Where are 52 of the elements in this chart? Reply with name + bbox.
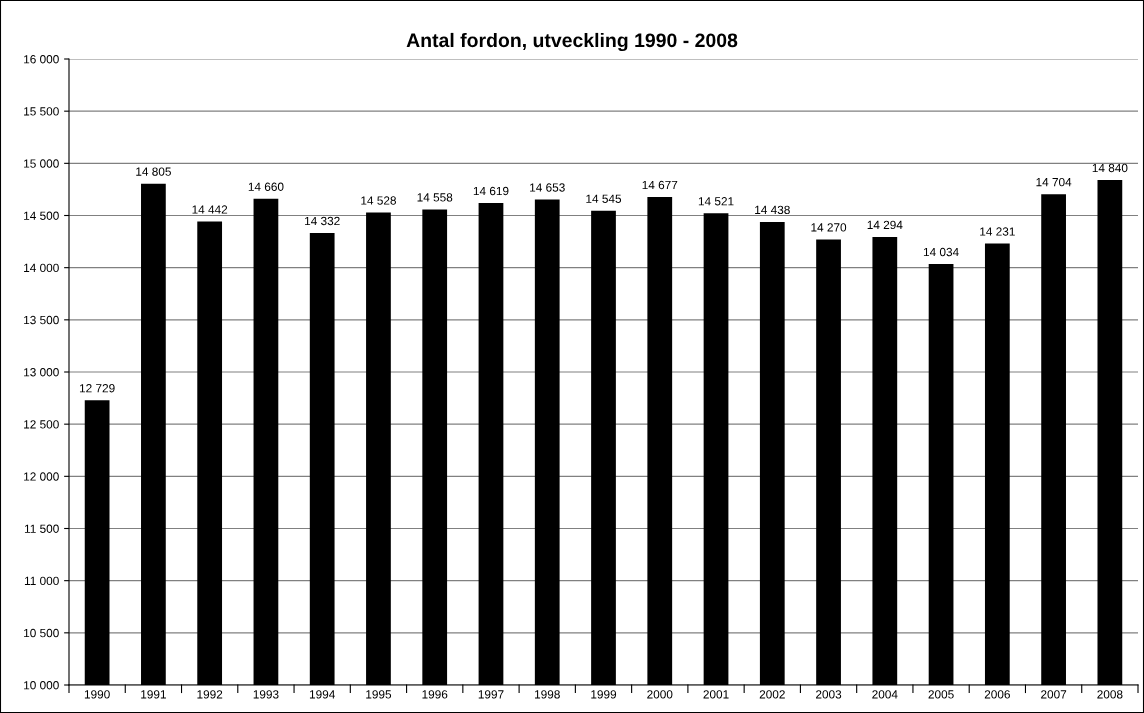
x-tick-label: 2002 <box>759 690 785 699</box>
data-label: 14 558 <box>417 193 453 202</box>
y-tick-label: 14 000 <box>24 263 59 273</box>
x-tick-label: 2004 <box>872 690 898 699</box>
y-tick-label: 11 000 <box>24 576 59 586</box>
data-label: 14 660 <box>248 182 284 191</box>
x-tick-label: 2001 <box>703 690 729 699</box>
data-label: 14 034 <box>923 247 959 257</box>
data-label: 14 332 <box>305 216 340 226</box>
data-label: 14 521 <box>698 197 734 206</box>
data-label: 14 619 <box>473 186 509 196</box>
data-label: 14 442 <box>192 205 228 214</box>
y-tick-label: 13 500 <box>24 315 59 325</box>
x-tick-label: 1991 <box>141 690 166 699</box>
x-tick-label: 1998 <box>535 690 560 699</box>
data-label: 14 438 <box>755 205 790 215</box>
x-tick-label: 1996 <box>422 690 448 699</box>
y-tick-label: 15 000 <box>24 159 59 168</box>
x-tick-label: 2008 <box>1097 690 1123 699</box>
data-label: 12 729 <box>79 384 115 393</box>
x-tick-label: 2005 <box>928 690 954 699</box>
x-tick-label: 2007 <box>1041 690 1067 699</box>
x-tick-label: 2000 <box>647 690 673 699</box>
data-label: 14 805 <box>136 167 171 176</box>
y-tick-label: 10 500 <box>24 628 59 638</box>
y-tick-label: 13 000 <box>24 368 59 377</box>
x-tick-label: 1992 <box>197 690 223 699</box>
x-tick-label: 1993 <box>253 690 279 699</box>
data-label: 14 545 <box>586 194 622 203</box>
x-tick-label: 2003 <box>816 690 842 699</box>
data-label: 14 270 <box>811 223 847 232</box>
x-tick-label: 1994 <box>309 690 335 699</box>
data-label: 14 677 <box>642 180 678 190</box>
data-label: 14 231 <box>980 227 1015 236</box>
x-tick-label: 1997 <box>478 690 504 699</box>
data-label: 14 653 <box>530 183 565 192</box>
x-tick-label: 1999 <box>591 690 617 699</box>
x-tick-label: 2006 <box>984 690 1010 699</box>
data-label: 14 294 <box>867 220 903 230</box>
x-tick-label: 1990 <box>84 690 110 699</box>
chart-title: Antal fordon, utveckling 1990 - 2008 <box>406 32 738 52</box>
x-tick-label: 1995 <box>366 690 392 699</box>
y-tick-label: 14 500 <box>24 211 59 220</box>
data-label: 14 704 <box>1036 177 1072 187</box>
y-tick-label: 12 000 <box>24 472 59 481</box>
y-tick-label: 11 500 <box>24 524 59 533</box>
data-label: 14 840 <box>1092 163 1128 173</box>
y-tick-label: 10 000 <box>24 681 59 690</box>
data-label: 14 528 <box>361 196 396 205</box>
y-tick-label: 12 500 <box>24 420 59 429</box>
y-tick-label: 16 000 <box>24 55 59 64</box>
y-tick-label: 15 500 <box>24 107 59 116</box>
